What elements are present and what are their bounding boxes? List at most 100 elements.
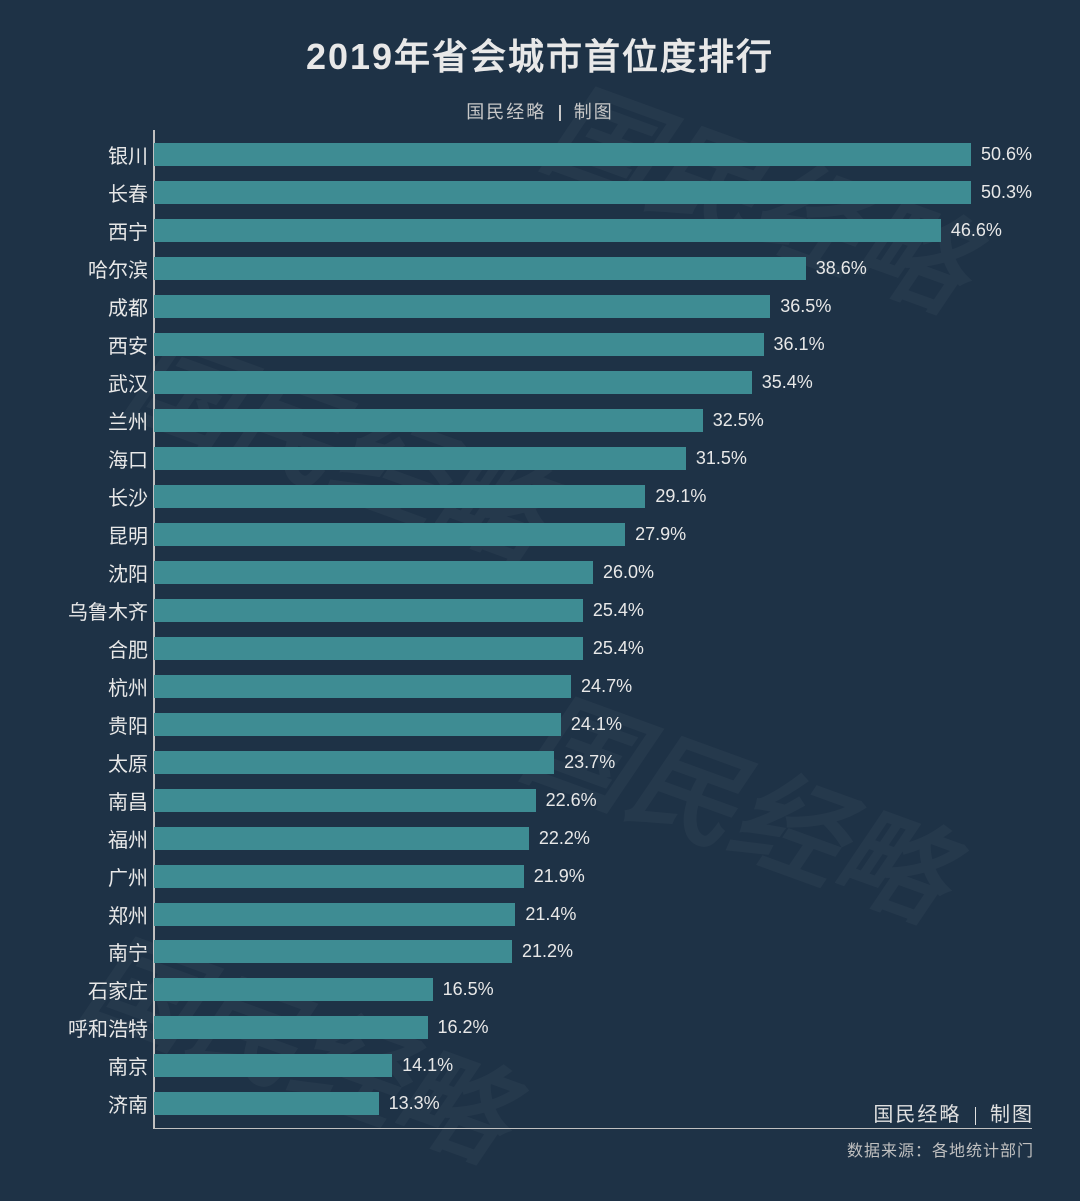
value-label: 25.4% <box>593 638 644 659</box>
value-label: 35.4% <box>762 372 813 393</box>
y-label: 成都 <box>48 292 148 321</box>
bar-row: 32.5% <box>154 409 1032 432</box>
value-label: 36.1% <box>774 334 825 355</box>
y-label: 南京 <box>48 1051 148 1080</box>
bar <box>154 447 686 470</box>
y-labels: 银川长春西宁哈尔滨成都西安武汉兰州海口长沙昆明沈阳乌鲁木齐合肥杭州贵阳太原南昌福… <box>48 136 148 1123</box>
bar <box>154 1092 379 1115</box>
bar <box>154 713 561 736</box>
bar <box>154 599 583 622</box>
y-label: 乌鲁木齐 <box>48 596 148 625</box>
value-label: 22.2% <box>539 828 590 849</box>
y-label: 沈阳 <box>48 558 148 587</box>
value-label: 24.1% <box>571 714 622 735</box>
value-label: 26.0% <box>603 562 654 583</box>
y-label: 南宁 <box>48 937 148 966</box>
value-label: 21.4% <box>525 904 576 925</box>
bar-row: 31.5% <box>154 447 1032 470</box>
bar-chart: 银川长春西宁哈尔滨成都西安武汉兰州海口长沙昆明沈阳乌鲁木齐合肥杭州贵阳太原南昌福… <box>48 130 1032 1129</box>
chart-title: 2019年省会城市首位度排行 <box>0 0 1080 80</box>
y-label: 长沙 <box>48 482 148 511</box>
y-label: 银川 <box>48 140 148 169</box>
value-label: 38.6% <box>816 258 867 279</box>
bar <box>154 485 645 508</box>
bar <box>154 371 752 394</box>
bar <box>154 219 941 242</box>
bar-row: 23.7% <box>154 751 1032 774</box>
bars-container: 50.6% 50.3% 46.6% 38.6% 36.5% 36.1% 35.4% 32.5%… <box>154 136 1032 1123</box>
value-label: 13.3% <box>389 1093 440 1114</box>
credit-left: 国民经略 <box>873 1104 961 1126</box>
value-label: 25.4% <box>593 600 644 621</box>
bar <box>154 523 625 546</box>
value-label: 21.2% <box>522 941 573 962</box>
value-label: 29.1% <box>655 486 706 507</box>
value-label: 21.9% <box>534 866 585 887</box>
y-label: 兰州 <box>48 406 148 435</box>
bar-row: 50.6% <box>154 143 1032 166</box>
bar-row: 21.9% <box>154 865 1032 888</box>
value-label: 50.3% <box>981 182 1032 203</box>
bar <box>154 903 515 926</box>
value-label: 23.7% <box>564 752 615 773</box>
bar <box>154 257 806 280</box>
y-label: 昆明 <box>48 520 148 549</box>
bar-row: 50.3% <box>154 181 1032 204</box>
bar <box>154 409 703 432</box>
subtitle-divider <box>559 105 561 121</box>
y-label: 西宁 <box>48 216 148 245</box>
bar <box>154 675 571 698</box>
bar-row: 36.1% <box>154 333 1032 356</box>
value-label: 22.6% <box>546 790 597 811</box>
y-label: 福州 <box>48 824 148 853</box>
bar-row: 29.1% <box>154 485 1032 508</box>
bar <box>154 295 770 318</box>
bar-row: 27.9% <box>154 523 1032 546</box>
value-label: 31.5% <box>696 448 747 469</box>
y-label: 济南 <box>48 1089 148 1118</box>
bar-row: 36.5% <box>154 295 1032 318</box>
subtitle-left: 国民经略 <box>466 102 546 122</box>
y-label: 哈尔滨 <box>48 254 148 283</box>
bar <box>154 1054 392 1077</box>
bar <box>154 561 593 584</box>
credit: 国民经略 制图 <box>873 1098 1034 1127</box>
value-label: 46.6% <box>951 220 1002 241</box>
y-label: 贵阳 <box>48 710 148 739</box>
y-label: 南昌 <box>48 786 148 815</box>
bar-row: 25.4% <box>154 599 1032 622</box>
bar <box>154 751 554 774</box>
y-label: 合肥 <box>48 634 148 663</box>
bar-row: 22.2% <box>154 827 1032 850</box>
bar-row: 24.1% <box>154 713 1032 736</box>
bar <box>154 181 971 204</box>
credit-right: 制图 <box>990 1104 1034 1126</box>
value-label: 16.2% <box>438 1017 489 1038</box>
bar-row: 46.6% <box>154 219 1032 242</box>
data-source: 数据来源：各地统计部门 <box>847 1137 1034 1161</box>
bar-row: 35.4% <box>154 371 1032 394</box>
y-label: 呼和浩特 <box>48 1013 148 1042</box>
bar <box>154 333 764 356</box>
y-label: 广州 <box>48 862 148 891</box>
value-label: 27.9% <box>635 524 686 545</box>
value-label: 50.6% <box>981 144 1032 165</box>
y-label: 西安 <box>48 330 148 359</box>
y-label: 太原 <box>48 748 148 777</box>
bar-row: 22.6% <box>154 789 1032 812</box>
value-label: 14.1% <box>402 1055 453 1076</box>
bar-row: 14.1% <box>154 1054 1032 1077</box>
subtitle-right: 制图 <box>574 102 614 122</box>
y-label: 长春 <box>48 178 148 207</box>
bar-row: 21.4% <box>154 903 1032 926</box>
bar <box>154 1016 428 1039</box>
bar <box>154 637 583 660</box>
bar <box>154 143 971 166</box>
bar-row: 21.2% <box>154 940 1032 963</box>
value-label: 16.5% <box>443 979 494 1000</box>
value-label: 24.7% <box>581 676 632 697</box>
bar-row: 25.4% <box>154 637 1032 660</box>
chart-subtitle: 国民经略 制图 <box>0 98 1080 124</box>
bar-row: 24.7% <box>154 675 1032 698</box>
bar-row: 16.5% <box>154 978 1032 1001</box>
